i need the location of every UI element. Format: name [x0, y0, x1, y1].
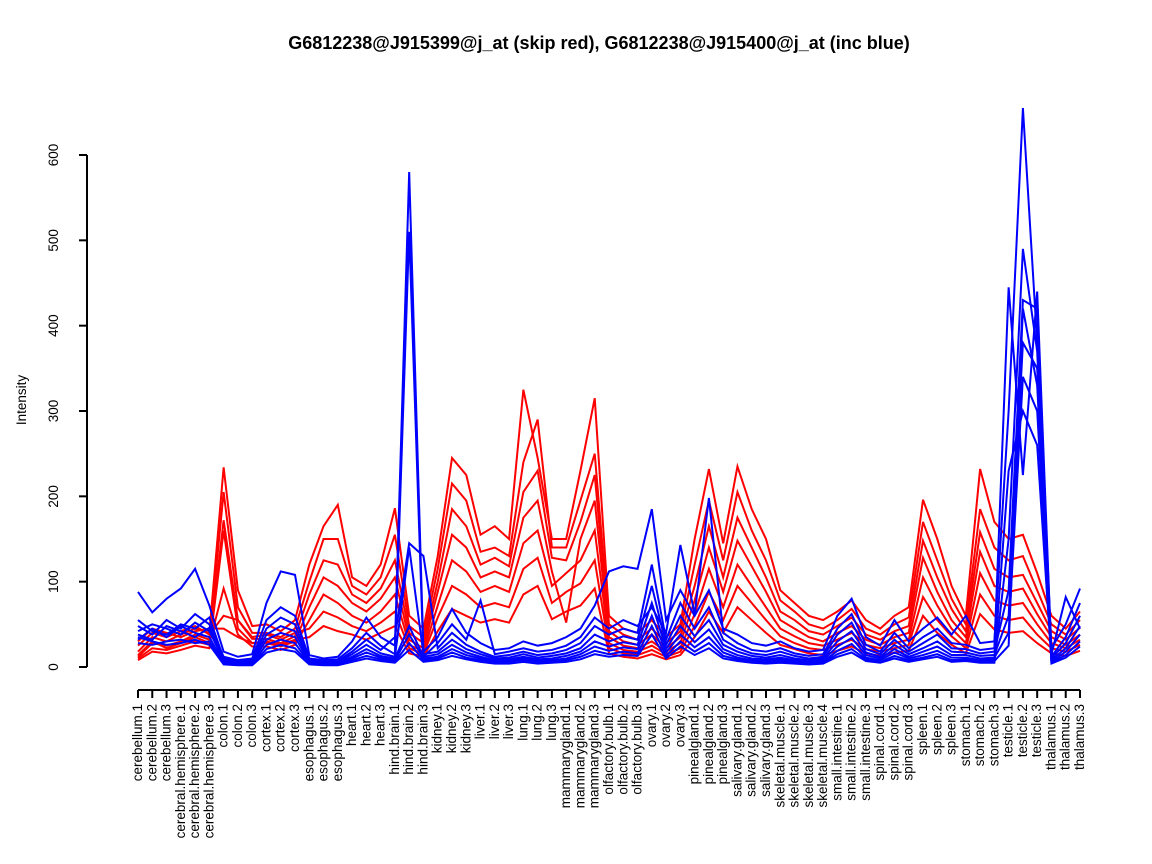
y-tick-label: 300 — [46, 400, 61, 423]
x-tick-label: olfactory.bulb.1 — [601, 704, 616, 795]
x-tick-label: cerebral.hemisphere.2 — [187, 704, 202, 838]
x-tick-label: spleen.1 — [915, 704, 930, 755]
x-tick-label: cortex.1 — [258, 704, 273, 752]
x-tick-label: mammarygland.3 — [587, 704, 602, 808]
x-tick-label: mammarygland.1 — [558, 704, 573, 808]
x-tick-label: esophagus.2 — [316, 704, 331, 781]
x-tick-label: cerebral.hemisphere.1 — [173, 704, 188, 838]
x-tick-label: cortex.3 — [287, 704, 302, 752]
x-tick-label: pinealgland.3 — [715, 704, 730, 784]
x-tick-label: skeletal.muscle.3 — [801, 704, 816, 808]
x-tick-label: lung.3 — [544, 704, 559, 741]
x-tick-label: thalamus.1 — [1043, 704, 1058, 770]
x-tick-label: spleen.2 — [929, 704, 944, 755]
series-line-blue-7 — [137, 308, 1081, 666]
x-tick-label: cerebellum.2 — [144, 704, 159, 781]
x-tick-label: esophagus.3 — [330, 704, 345, 781]
x-tick-label: lung.2 — [530, 704, 545, 741]
x-tick-label: olfactory.bulb.2 — [615, 704, 630, 795]
series-line-blue-8 — [137, 248, 1081, 667]
x-tick-label: heart.3 — [373, 704, 388, 746]
x-tick-label: testicle.3 — [1029, 704, 1044, 757]
x-tick-label: skeletal.muscle.2 — [787, 704, 802, 808]
x-tick-label: salivary.gland.1 — [729, 704, 744, 797]
series-line-blue-4 — [137, 339, 1081, 664]
y-tick-label: 0 — [46, 663, 61, 671]
x-tick-label: cerebellum.3 — [159, 704, 174, 781]
x-tick-label: lung.1 — [515, 704, 530, 741]
series-line-blue-2 — [137, 231, 1081, 662]
y-tick-label: 100 — [46, 570, 61, 593]
x-tick-label: spinal.cord.3 — [901, 704, 916, 781]
x-tick-label: stomach.1 — [958, 704, 973, 766]
x-tick-label: hind.brain.3 — [415, 704, 430, 775]
series-line-blue-3 — [137, 298, 1081, 663]
x-tick-label: kidney.3 — [458, 704, 473, 753]
x-tick-label: ovary.1 — [644, 704, 659, 747]
x-tick-label: thalamus.3 — [1072, 704, 1087, 770]
x-tick-label: hind.brain.1 — [387, 704, 402, 775]
y-axis-title: Intensity — [14, 374, 29, 426]
y-tick-label: 600 — [46, 144, 61, 167]
x-tick-label: spleen.3 — [944, 704, 959, 755]
x-tick-label: stomach.2 — [972, 704, 987, 766]
series-line-blue-6 — [137, 407, 1081, 666]
x-tick-label: mammarygland.2 — [572, 704, 587, 808]
x-tick-label: testicle.2 — [1015, 704, 1030, 757]
x-tick-label: colon.1 — [216, 704, 231, 748]
x-tick-label: small.intestine.2 — [844, 704, 859, 801]
x-tick-label: heart.1 — [344, 704, 359, 746]
x-tick-label: cerebral.hemisphere.3 — [201, 704, 216, 838]
x-tick-label: kidney.2 — [444, 704, 459, 753]
y-tick-label: 400 — [46, 314, 61, 337]
x-tick-label: stomach.3 — [986, 704, 1001, 766]
x-tick-label: skeletal.muscle.4 — [815, 704, 830, 808]
x-tick-label: colon.2 — [230, 704, 245, 748]
x-tick-label: cortex.2 — [273, 704, 288, 752]
x-tick-label: salivary.gland.2 — [744, 704, 759, 797]
x-tick-label: thalamus.2 — [1058, 704, 1073, 770]
x-tick-label: cerebellum.1 — [130, 704, 145, 781]
x-tick-label: testicle.1 — [1001, 704, 1016, 757]
x-tick-label: ovary.3 — [672, 704, 687, 747]
x-tick-label: pinealgland.1 — [687, 704, 702, 784]
x-tick-label: hind.brain.2 — [401, 704, 416, 775]
x-tick-label: liver.1 — [473, 704, 488, 739]
chart-title: G6812238@J915399@j_at (skip red), G68122… — [288, 33, 910, 53]
x-tick-label: ovary.2 — [658, 704, 673, 747]
x-tick-label: colon.3 — [244, 704, 259, 748]
x-tick-label: spinal.cord.1 — [872, 704, 887, 781]
x-tick-label: small.intestine.1 — [829, 704, 844, 801]
x-tick-label: kidney.1 — [430, 704, 445, 753]
x-tick-label: esophagus.1 — [301, 704, 316, 781]
x-tick-label: liver.3 — [501, 704, 516, 739]
x-tick-label: heart.2 — [358, 704, 373, 746]
y-tick-label: 200 — [46, 485, 61, 508]
series-line-blue-5 — [137, 376, 1081, 665]
series-line-blue-1 — [137, 108, 1081, 660]
y-tick-label: 500 — [46, 229, 61, 252]
x-tick-label: olfactory.bulb.3 — [630, 704, 645, 795]
x-tick-label: small.intestine.3 — [858, 704, 873, 801]
x-tick-label: salivary.gland.3 — [758, 704, 773, 797]
x-tick-label: skeletal.muscle.1 — [772, 704, 787, 808]
x-tick-label: liver.2 — [487, 704, 502, 739]
x-tick-label: spinal.cord.2 — [886, 704, 901, 781]
x-tick-label: pinealgland.2 — [701, 704, 716, 784]
